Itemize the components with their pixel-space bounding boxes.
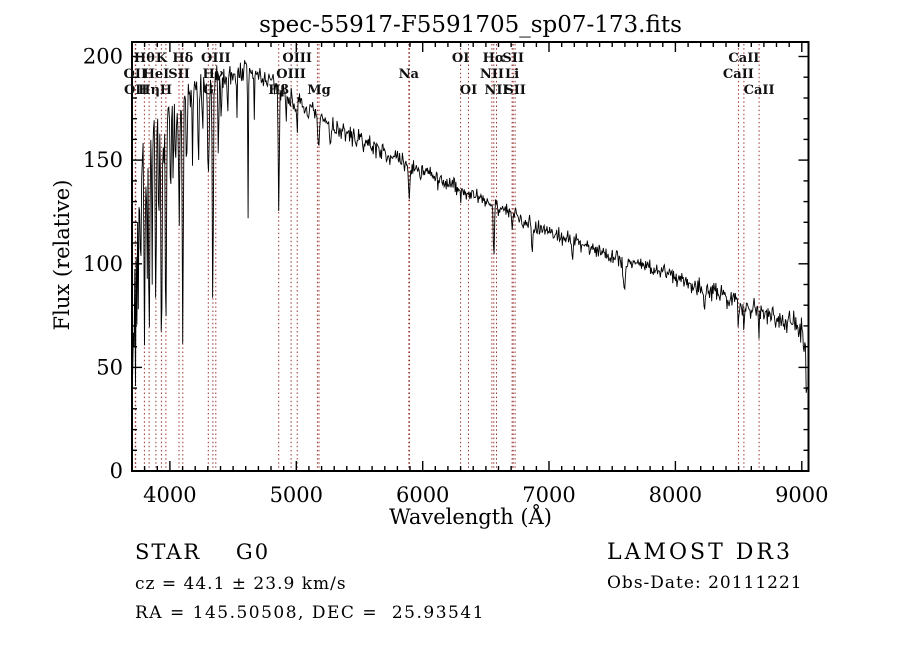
x-tick-label: 5000 <box>270 483 323 507</box>
spectral-line-labels: OIIOIIHθHηHeIKHSIIHδGHγOIIIHβOIIIOIIIMgN… <box>124 51 775 98</box>
y-axis-title: Flux (relative) <box>50 179 74 331</box>
spectral-line-label: K <box>156 51 168 66</box>
spectral-line-markers <box>134 44 760 470</box>
cz-velocity-text: cz = 44.1 ± 23.9 km/s <box>135 574 347 594</box>
spectral-line-label: G <box>203 83 214 98</box>
spectral-line-label: SII <box>168 67 190 82</box>
x-tick-label: 6000 <box>396 483 449 507</box>
spectral-line-label: Hγ <box>202 67 223 82</box>
spectral-line-label: CaII <box>744 83 775 98</box>
spectral-line-label: OII <box>124 83 148 98</box>
x-tick-label: 9000 <box>775 483 828 507</box>
y-tick-labels: 0 50 100 150 200 <box>83 45 123 484</box>
spectral-line-label: Hη <box>138 83 160 98</box>
y-tick-label: 50 <box>96 355 123 379</box>
spectral-line-label: NII <box>484 83 508 98</box>
ra-dec-text: RA = 145.50508, DEC = 25.93541 <box>135 603 485 623</box>
axis-ticks <box>132 42 809 471</box>
x-tick-label: 7000 <box>522 483 575 507</box>
spectral-line-label: NII <box>480 67 504 82</box>
spectral-line-label: OI <box>452 51 469 66</box>
spectral-line-label: Mg <box>307 83 330 98</box>
spectral-line-label: Hβ <box>268 83 289 98</box>
spectral-line-label: CaII <box>723 67 754 82</box>
x-tick-label: 8000 <box>649 483 702 507</box>
spectral-line-label: SII <box>502 51 524 66</box>
object-class-label: STAR G0 <box>135 540 271 564</box>
spectral-line-label: OII <box>124 67 148 82</box>
spectral-line-label: Hα <box>483 51 505 66</box>
spectral-line-label: OI <box>460 83 477 98</box>
obs-date-text: Obs-Date: 20111221 <box>607 573 803 593</box>
y-tick-label: 100 <box>83 252 123 276</box>
y-tick-label: 200 <box>83 45 123 69</box>
spectrum-curve <box>131 60 808 405</box>
spectral-line-label: H <box>160 83 172 98</box>
spectral-line-label: CaII <box>728 51 759 66</box>
plot-frame <box>131 41 810 472</box>
spectral-line-label: SII <box>504 83 526 98</box>
y-tick-label: 0 <box>110 459 123 483</box>
spectral-line-label: Hδ <box>172 51 193 66</box>
x-tick-labels: 4000 5000 6000 7000 8000 9000 <box>143 483 828 507</box>
spectral-line-label: Na <box>399 67 420 82</box>
spectral-line-label: Hθ <box>134 51 155 66</box>
y-tick-label: 150 <box>83 148 123 172</box>
spectral-line-label: OIII <box>276 67 306 82</box>
plot-title: spec-55917-F5591705_sp07-173.fits <box>259 12 682 38</box>
spectral-line-label: OIII <box>282 51 312 66</box>
spectral-line-label: HeI <box>143 67 170 82</box>
x-tick-label: 4000 <box>143 483 196 507</box>
survey-release-label: LAMOST DR3 <box>607 540 793 565</box>
x-axis-title: Wavelength (Å) <box>389 505 552 529</box>
spectral-line-label: OIII <box>201 51 231 66</box>
spectral-line-label: Li <box>505 67 519 82</box>
